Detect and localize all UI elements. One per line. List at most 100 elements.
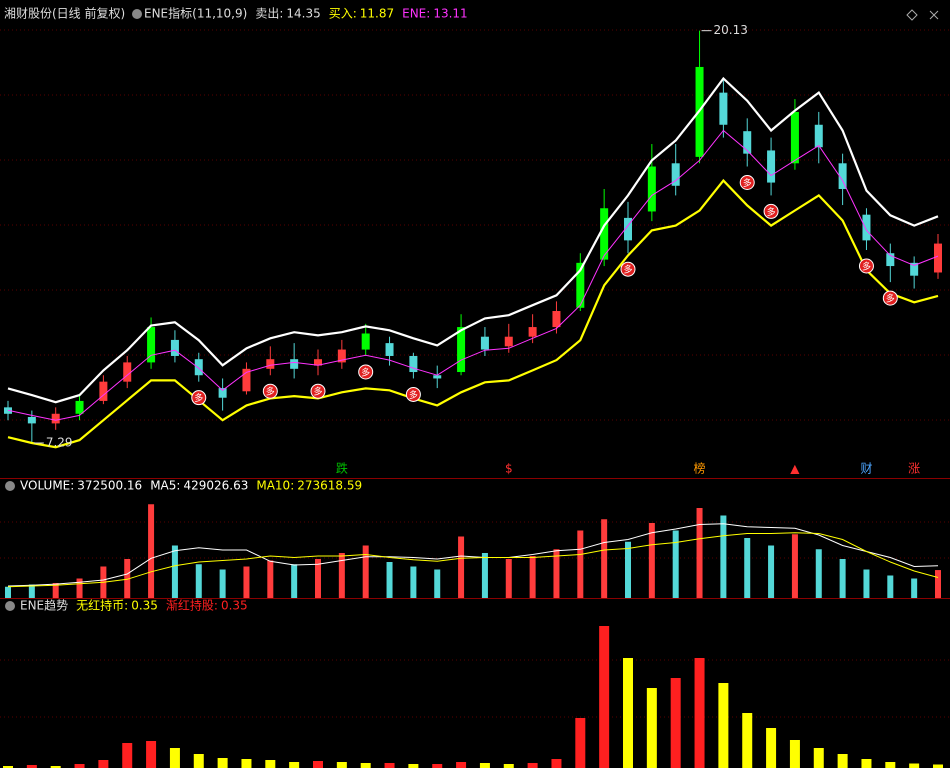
event-label: $ <box>505 462 513 476</box>
volume-bar <box>28 584 35 598</box>
candle-body <box>75 400 84 414</box>
volume-bar <box>410 566 417 598</box>
candle-body <box>528 327 537 337</box>
trend-bar <box>503 764 514 768</box>
signal-badge <box>358 364 374 380</box>
trend-bar <box>479 763 490 768</box>
volume-bar <box>315 559 321 598</box>
candle-body <box>314 359 322 366</box>
signal-label: 多 <box>623 264 632 276</box>
signal-label: 多 <box>743 177 752 189</box>
trend-bar <box>408 764 419 768</box>
legend-label: MA5: <box>150 479 180 493</box>
candle-body <box>266 359 275 369</box>
legend-label: 429026.63 <box>183 479 248 493</box>
trend-bar <box>193 754 204 768</box>
trend-bar <box>694 658 705 768</box>
candle-body <box>790 111 799 164</box>
volume-ma-line <box>7 532 939 588</box>
candle-body <box>624 217 632 241</box>
legend-label: 11.87 <box>360 7 394 21</box>
candle-body <box>600 208 609 260</box>
volume-bar <box>5 586 11 598</box>
volume-bar <box>768 545 775 598</box>
signal-label: 多 <box>409 389 418 401</box>
trend-bar <box>3 766 13 768</box>
trend-bar <box>623 658 633 768</box>
event-label: 财 <box>860 462 872 476</box>
signal-label: 多 <box>313 386 322 398</box>
candle-body <box>337 349 346 363</box>
volume-bar <box>505 559 512 598</box>
volume-bar <box>720 515 727 598</box>
indicator-line <box>7 178 939 449</box>
candle-body <box>218 388 227 398</box>
trend-bar <box>26 765 37 768</box>
trend-bar <box>241 759 252 768</box>
expand-icon[interactable] <box>906 9 918 21</box>
candle-body <box>27 416 36 424</box>
trend-bar <box>313 761 323 768</box>
candle-body <box>457 327 466 373</box>
panel-menu-icon[interactable] <box>5 481 15 491</box>
volume-bar <box>672 530 679 598</box>
volume-bar <box>791 534 798 598</box>
panel-menu-icon[interactable] <box>132 9 142 19</box>
candle-body <box>814 124 823 148</box>
legend-label: 渐红持股: <box>166 598 218 613</box>
signal-badge <box>262 383 278 399</box>
trend-bar <box>217 758 228 768</box>
event-label: 榜 <box>694 461 706 476</box>
signal-label: 多 <box>194 392 203 404</box>
trend-bar <box>265 760 276 768</box>
signal-badge <box>620 261 636 277</box>
candle-body <box>385 343 394 356</box>
signal-badge <box>882 290 898 306</box>
signal-badge <box>191 390 207 406</box>
signal-label: 多 <box>767 206 776 218</box>
candle-body <box>51 413 60 424</box>
panel-menu-icon[interactable] <box>5 601 15 611</box>
candle-body <box>934 243 942 273</box>
signal-badge <box>763 203 779 219</box>
volume-bar <box>171 545 178 598</box>
candle-body <box>886 253 895 267</box>
volume-bar <box>935 570 941 598</box>
signal-badge <box>739 175 755 191</box>
signal-badge <box>858 258 874 274</box>
volume-bar <box>863 569 870 598</box>
legend-label: 0.35 <box>221 599 248 613</box>
signal-label: 多 <box>266 386 275 398</box>
volume-bar <box>601 519 608 598</box>
legend-label: MA10: <box>256 479 294 493</box>
trend-bar <box>670 678 681 768</box>
trend-bar <box>933 764 943 768</box>
volume-bar <box>648 523 655 598</box>
legend-label: 273618.59 <box>297 479 362 493</box>
trend-bar <box>122 743 133 768</box>
trend-bar <box>384 763 395 768</box>
volume-bar <box>124 559 131 598</box>
candle-body <box>767 150 776 183</box>
annotation-label: 7.29 <box>46 435 73 449</box>
event-label: 涨 <box>908 461 920 476</box>
candle-body <box>647 166 656 212</box>
volume-bar <box>481 553 488 598</box>
trend-bar <box>551 759 562 768</box>
close-icon[interactable] <box>929 10 939 20</box>
candle-body <box>552 311 561 328</box>
trend-bar <box>599 626 610 768</box>
candle-body <box>862 214 871 241</box>
volume-bar <box>291 564 298 598</box>
legend-label: 372500.16 <box>77 479 142 493</box>
volume-bar <box>911 578 918 598</box>
volume-bar <box>887 575 894 598</box>
volume-bar <box>696 508 703 598</box>
trend-bar <box>360 763 371 768</box>
volume-bar <box>362 545 369 598</box>
legend-label: ENE指标(11,10,9) <box>144 6 247 21</box>
annotation-label: 20.13 <box>714 23 748 37</box>
trend-bar <box>74 764 85 768</box>
candle-body <box>719 92 728 125</box>
volume-bar <box>434 569 441 598</box>
